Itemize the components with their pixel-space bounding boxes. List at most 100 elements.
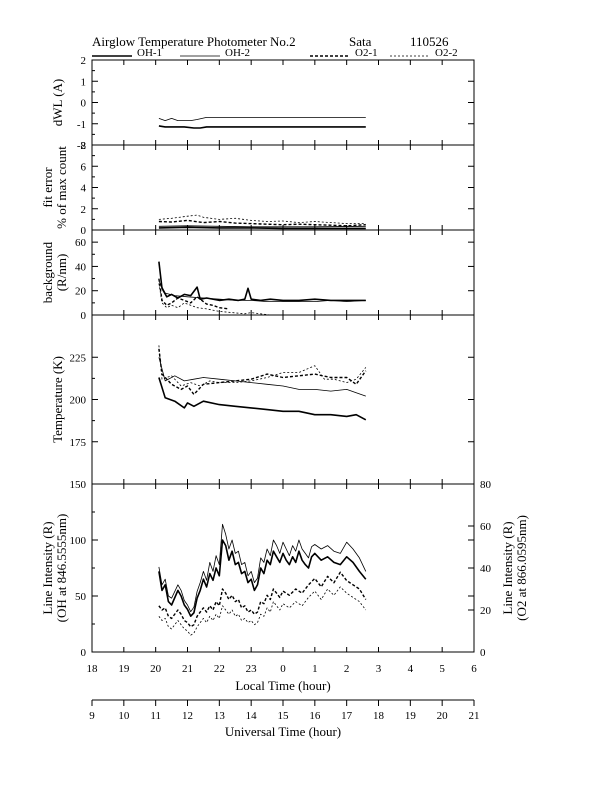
- legend-label-oh-2: OH-2: [225, 47, 250, 59]
- x-tick-label-local: 19: [118, 663, 130, 675]
- x-tick-label-ut: 21: [469, 710, 480, 722]
- y2-tick-label: 0: [480, 647, 486, 659]
- y-axis-label: background: [40, 241, 55, 303]
- y-tick-label: 2: [81, 55, 87, 67]
- x-tick-label-local: 1: [312, 663, 318, 675]
- y-axis-label: Temperature (K): [50, 356, 65, 443]
- y2-axis-label: Line Intensity (R): [500, 521, 515, 614]
- series-line-o2-2: [158, 214, 366, 225]
- y-tick-label: 0: [81, 98, 87, 110]
- figure-title: Airglow Temperature Photometer No.2: [92, 34, 296, 49]
- x-tick-label-local: 6: [471, 663, 477, 675]
- y-tick-label: 0: [81, 647, 87, 659]
- figure-header: Airglow Temperature Photometer No.2 Sata…: [92, 34, 449, 49]
- y-tick-label: 150: [70, 479, 87, 491]
- y2-tick-label: 20: [480, 605, 492, 617]
- x-tick-label-ut: 20: [437, 710, 449, 722]
- series-line-oh-2: [158, 225, 366, 228]
- x-tick-label-local: 0: [280, 663, 286, 675]
- series-line-oh-1: [158, 377, 367, 421]
- site-label: Sata: [349, 34, 372, 49]
- panel-frame: [91, 59, 475, 146]
- y-tick-label: 0: [81, 310, 87, 322]
- series-line-oh-1: [158, 539, 367, 618]
- x-tick-label-local: 3: [376, 663, 382, 675]
- panel-3: 0 20 40 60 background (R/nm): [40, 229, 475, 322]
- y-tick-label: 60: [75, 237, 87, 249]
- x-tick-label-local: 5: [439, 663, 445, 675]
- y-tick-label: 200: [70, 395, 87, 407]
- y2-tick-label: 60: [480, 521, 492, 533]
- y-tick-label: 225: [70, 352, 87, 364]
- x-tick-label-ut: 17: [341, 710, 353, 722]
- series-line-oh-1: [158, 226, 366, 230]
- y-tick-label: 40: [75, 261, 87, 273]
- series-line-o2-1: [158, 348, 367, 396]
- y2-tick-label: 80: [480, 479, 492, 491]
- y-axis-label: dWL (A): [50, 79, 65, 127]
- chart-panels: -2 -1 0 1 2 dWL (A) 0 2 4 6 8 fit error% of max cou…: [40, 55, 529, 659]
- x-tick-label-ut: 18: [373, 710, 385, 722]
- panel-4: 175 200 225 Temperature (K): [50, 314, 475, 485]
- y2-tick-label: 40: [480, 563, 492, 575]
- series-line-oh-2: [158, 357, 366, 397]
- series-line-oh-2: [158, 117, 366, 121]
- y-tick-label: 175: [70, 437, 87, 449]
- series-line-oh-1: [158, 261, 366, 302]
- y-tick-label: 4: [81, 183, 87, 195]
- date-label: 110526: [410, 34, 449, 49]
- y-axis-sublabel: (R/nm): [54, 254, 69, 292]
- x-axis-label-ut: Universal Time (hour): [225, 724, 341, 739]
- x-tick-label-ut: 11: [150, 710, 161, 722]
- x-axis-label-local: Local Time (hour): [235, 678, 330, 693]
- series-line-o2-1: [158, 278, 229, 310]
- y-tick-label: -1: [77, 119, 86, 131]
- panel-frame: [91, 483, 475, 653]
- y-tick-label: 20: [75, 286, 87, 298]
- panel-frame: [91, 314, 475, 485]
- series-line-oh-2: [158, 523, 367, 613]
- y-tick-label: 2: [81, 204, 87, 216]
- x-tick-label-ut: 10: [118, 710, 130, 722]
- x-tick-label-ut: 14: [246, 710, 258, 722]
- x-tick-label-local: 21: [182, 663, 193, 675]
- x-tick-label-local: 4: [408, 663, 414, 675]
- x-tick-label-local: 2: [344, 663, 350, 675]
- y-axis-sublabel: (OH at 846.5555nm): [54, 514, 69, 623]
- y-tick-label: -2: [77, 140, 86, 152]
- y2-axis-sublabel: (O2 at 866.0595nm): [514, 515, 529, 621]
- x-tick-label-local: 18: [87, 663, 99, 675]
- series-line-o2-2: [158, 283, 271, 315]
- y-tick-label: 50: [75, 591, 87, 603]
- y-tick-label: 0: [81, 225, 87, 237]
- panel-frame: [91, 144, 475, 231]
- x-tick-label-local: 23: [246, 663, 258, 675]
- legend-label-o2-1: O2-1: [355, 47, 378, 59]
- legend: OH-1 OH-2 O2-1 O2-2: [92, 47, 458, 59]
- x-tick-label-local: 22: [214, 663, 225, 675]
- series-line-o2-1: [158, 571, 367, 628]
- legend-label-oh-1: OH-1: [137, 47, 162, 59]
- x-tick-label-ut: 9: [89, 710, 95, 722]
- x-tick-label-ut: 15: [278, 710, 290, 722]
- y-tick-label: 8: [81, 140, 87, 152]
- panel-1: -2 -1 0 1 2 dWL (A): [50, 55, 475, 152]
- x-tick-label-ut: 13: [214, 710, 226, 722]
- y-tick-label: 1: [81, 76, 87, 88]
- panel-2: 0 2 4 6 8 fit error% of max count: [40, 140, 475, 237]
- panel-frame: [91, 229, 475, 316]
- y-tick-label: 100: [70, 535, 87, 547]
- x-tick-label-local: 20: [150, 663, 162, 675]
- y-axis-label: fit error: [40, 167, 55, 208]
- x-tick-label-ut: 19: [405, 710, 417, 722]
- x-tick-label-ut: 16: [309, 710, 321, 722]
- x-tick-label-ut: 12: [182, 710, 193, 722]
- y-axis-sublabel: % of max count: [54, 146, 69, 229]
- series-line-o2-2: [158, 586, 367, 636]
- y-axis-label: Line Intensity (R): [40, 521, 55, 614]
- series-line-o2-1: [158, 219, 366, 227]
- series-line-oh-2: [158, 280, 366, 303]
